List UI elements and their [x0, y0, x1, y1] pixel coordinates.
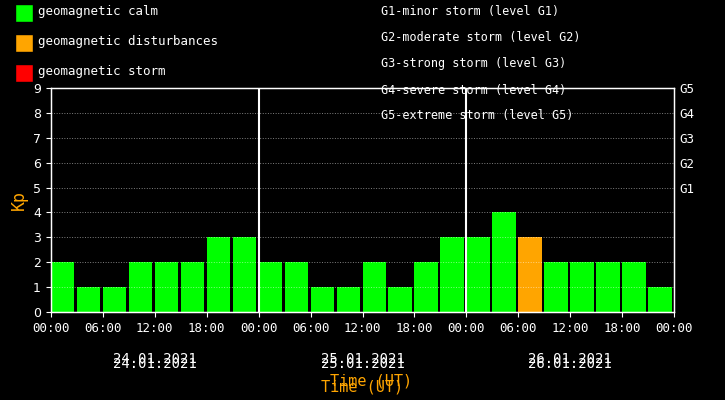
Bar — [622, 262, 646, 312]
Bar — [285, 262, 308, 312]
Bar — [492, 212, 515, 312]
Bar — [51, 262, 74, 312]
Text: G4-severe storm (level G4): G4-severe storm (level G4) — [381, 84, 566, 96]
Bar — [103, 287, 126, 312]
Text: G1-minor storm (level G1): G1-minor storm (level G1) — [381, 6, 559, 18]
Bar — [207, 237, 230, 312]
Bar — [336, 287, 360, 312]
Bar — [154, 262, 178, 312]
Bar — [518, 237, 542, 312]
Text: 26.01.2021: 26.01.2021 — [529, 352, 612, 366]
Text: geomagnetic disturbances: geomagnetic disturbances — [38, 36, 218, 48]
Bar — [310, 287, 334, 312]
Text: 24.01.2021: 24.01.2021 — [113, 352, 196, 366]
Bar — [389, 287, 412, 312]
Text: G5-extreme storm (level G5): G5-extreme storm (level G5) — [381, 110, 573, 122]
Text: Time (UT): Time (UT) — [321, 379, 404, 394]
Bar — [441, 237, 464, 312]
Bar — [233, 237, 256, 312]
Text: geomagnetic storm: geomagnetic storm — [38, 66, 166, 78]
Bar — [466, 237, 490, 312]
Bar — [415, 262, 438, 312]
Bar — [571, 262, 594, 312]
Bar — [181, 262, 204, 312]
Text: 24.01.2021: 24.01.2021 — [113, 357, 196, 371]
Bar — [77, 287, 100, 312]
Text: 26.01.2021: 26.01.2021 — [529, 357, 612, 371]
Text: 25.01.2021: 25.01.2021 — [320, 357, 405, 371]
Bar — [129, 262, 152, 312]
Y-axis label: Kp: Kp — [9, 190, 28, 210]
Bar — [544, 262, 568, 312]
Bar — [259, 262, 282, 312]
Text: geomagnetic calm: geomagnetic calm — [38, 6, 159, 18]
Text: G2-moderate storm (level G2): G2-moderate storm (level G2) — [381, 32, 580, 44]
Text: G3-strong storm (level G3): G3-strong storm (level G3) — [381, 58, 566, 70]
Text: Time (UT): Time (UT) — [331, 373, 413, 388]
Bar — [597, 262, 620, 312]
Bar — [648, 287, 671, 312]
Text: 25.01.2021: 25.01.2021 — [320, 352, 405, 366]
Bar — [362, 262, 386, 312]
